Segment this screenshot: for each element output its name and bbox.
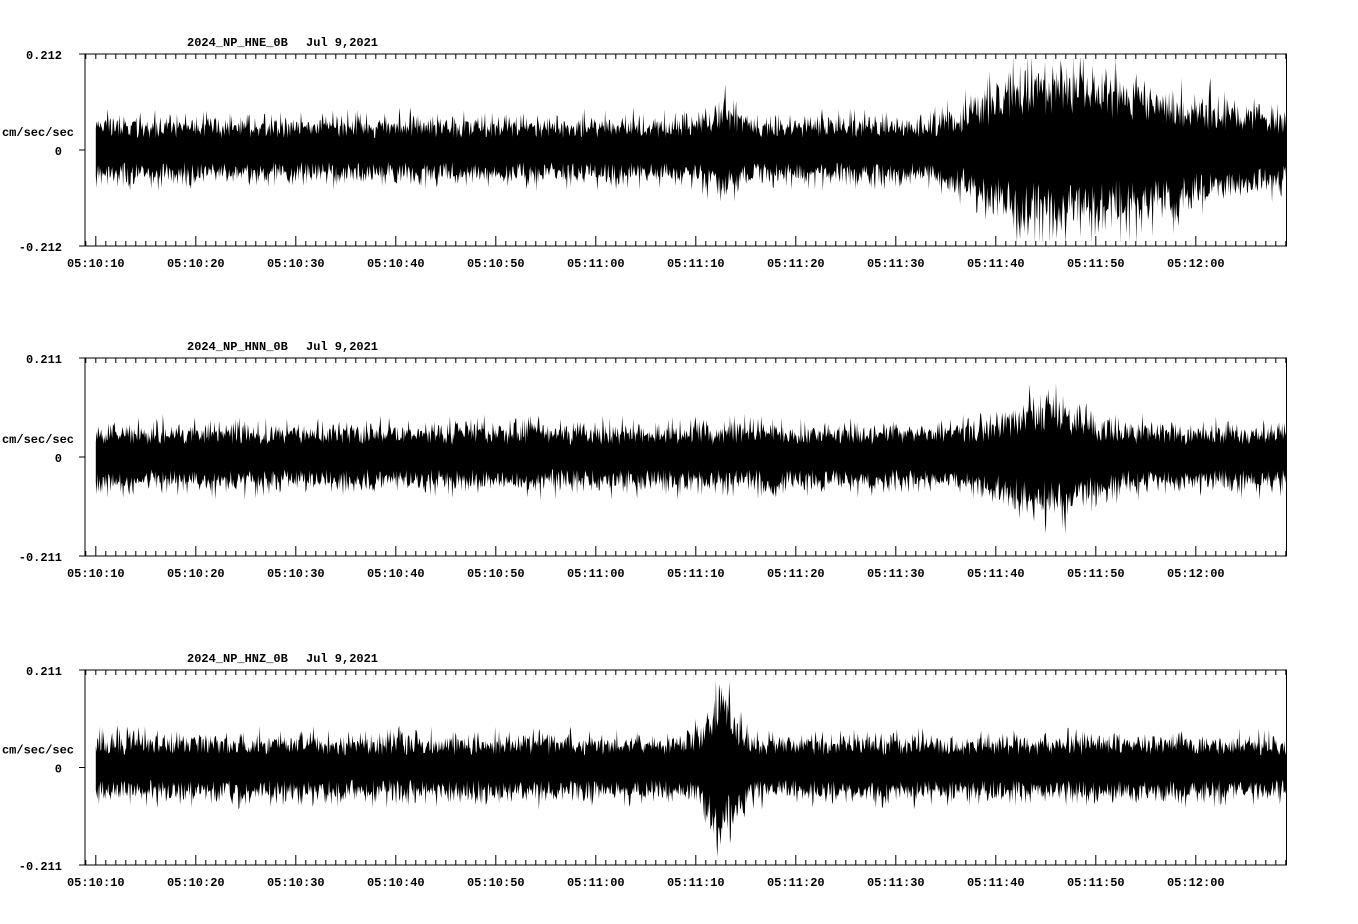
- svg-text:05:10:50: 05:10:50: [467, 567, 525, 581]
- svg-text:05:11:00: 05:11:00: [567, 876, 625, 890]
- svg-text:05:10:10: 05:10:10: [67, 567, 125, 581]
- svg-text:cm/sec/sec: cm/sec/sec: [2, 126, 74, 140]
- svg-text:05:10:40: 05:10:40: [367, 567, 425, 581]
- svg-text:2024_NP_HNE_0B: 2024_NP_HNE_0B: [187, 36, 288, 50]
- svg-text:-0.211: -0.211: [19, 551, 62, 565]
- svg-text:05:12:00: 05:12:00: [1167, 876, 1225, 890]
- svg-text:0.212: 0.212: [26, 49, 62, 63]
- svg-text:05:11:50: 05:11:50: [1067, 876, 1125, 890]
- svg-text:05:10:20: 05:10:20: [167, 567, 225, 581]
- svg-text:05:10:40: 05:10:40: [367, 257, 425, 271]
- svg-text:05:11:10: 05:11:10: [667, 257, 725, 271]
- svg-text:05:11:20: 05:11:20: [767, 567, 825, 581]
- svg-text:05:12:00: 05:12:00: [1167, 567, 1225, 581]
- svg-text:05:11:40: 05:11:40: [967, 567, 1025, 581]
- svg-text:05:11:10: 05:11:10: [667, 876, 725, 890]
- svg-text:05:10:50: 05:10:50: [467, 257, 525, 271]
- svg-text:05:10:10: 05:10:10: [67, 257, 125, 271]
- svg-text:05:11:20: 05:11:20: [767, 876, 825, 890]
- svg-text:05:10:50: 05:10:50: [467, 876, 525, 890]
- svg-text:0.211: 0.211: [26, 353, 62, 367]
- svg-text:Jul 9,2021: Jul 9,2021: [306, 36, 378, 50]
- svg-text:Jul 9,2021: Jul 9,2021: [306, 340, 378, 354]
- svg-text:0: 0: [55, 763, 62, 777]
- svg-text:-0.212: -0.212: [19, 241, 62, 255]
- svg-text:05:10:30: 05:10:30: [267, 567, 325, 581]
- svg-text:05:11:10: 05:11:10: [667, 567, 725, 581]
- svg-text:05:11:30: 05:11:30: [867, 567, 925, 581]
- svg-text:Jul 9,2021: Jul 9,2021: [306, 652, 378, 666]
- svg-text:05:11:20: 05:11:20: [767, 257, 825, 271]
- svg-text:05:10:30: 05:10:30: [267, 257, 325, 271]
- svg-text:05:11:40: 05:11:40: [967, 876, 1025, 890]
- svg-text:0: 0: [55, 452, 62, 466]
- svg-text:05:10:10: 05:10:10: [67, 876, 125, 890]
- svg-text:cm/sec/sec: cm/sec/sec: [2, 433, 74, 447]
- svg-text:05:10:20: 05:10:20: [167, 257, 225, 271]
- svg-text:0: 0: [55, 145, 62, 159]
- svg-text:05:10:40: 05:10:40: [367, 876, 425, 890]
- svg-text:05:12:00: 05:12:00: [1167, 257, 1225, 271]
- svg-text:05:11:30: 05:11:30: [867, 257, 925, 271]
- svg-text:05:11:00: 05:11:00: [567, 567, 625, 581]
- svg-text:2024_NP_HNZ_0B: 2024_NP_HNZ_0B: [187, 652, 288, 666]
- svg-text:05:11:50: 05:11:50: [1067, 567, 1125, 581]
- svg-text:05:11:40: 05:11:40: [967, 257, 1025, 271]
- svg-text:05:11:30: 05:11:30: [867, 876, 925, 890]
- svg-text:05:11:00: 05:11:00: [567, 257, 625, 271]
- svg-text:0.211: 0.211: [26, 665, 62, 679]
- svg-text:-0.211: -0.211: [19, 860, 62, 874]
- svg-text:05:11:50: 05:11:50: [1067, 257, 1125, 271]
- svg-text:05:10:20: 05:10:20: [167, 876, 225, 890]
- svg-text:cm/sec/sec: cm/sec/sec: [2, 744, 74, 758]
- svg-text:2024_NP_HNN_0B: 2024_NP_HNN_0B: [187, 340, 288, 354]
- svg-text:05:10:30: 05:10:30: [267, 876, 325, 890]
